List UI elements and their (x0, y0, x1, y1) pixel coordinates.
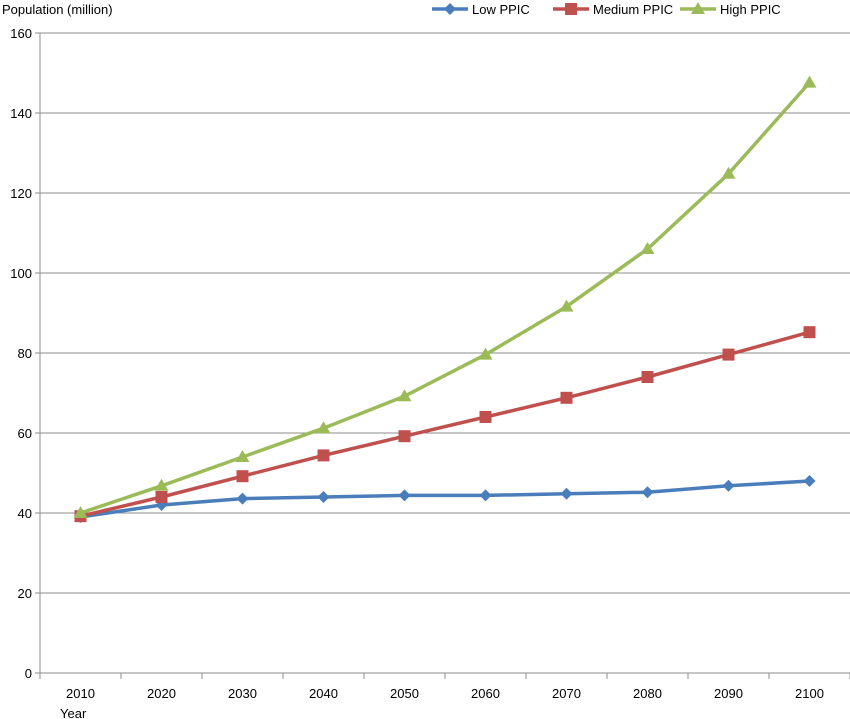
series-line-low-ppic (80, 479, 810, 519)
y-tick-label: 160 (10, 26, 32, 41)
y-tick-label: 100 (10, 266, 32, 281)
x-tick-label: 2100 (795, 686, 824, 701)
y-tick-label: 80 (18, 346, 32, 361)
data-point-medium-ppic (560, 391, 573, 404)
data-point-high-ppic (559, 299, 574, 312)
y-tick-label: 0 (25, 666, 32, 681)
data-point-high-ppic (397, 389, 412, 402)
legend-marker-low-ppic (444, 3, 456, 15)
legend-marker-high-ppic (691, 2, 705, 14)
legend-label: High PPIC (720, 2, 781, 17)
x-tick-label: 2060 (471, 686, 500, 701)
gridlines (40, 32, 850, 594)
series-lines (73, 75, 817, 523)
data-point-low-ppic (398, 489, 411, 502)
y-tick-label: 140 (10, 106, 32, 121)
x-tick-label: 2010 (66, 686, 95, 701)
legend-item-low-ppic: Low PPIC (432, 2, 530, 17)
data-point-low-ppic (479, 489, 492, 502)
data-point-low-ppic (641, 486, 654, 499)
y-tick-label: 60 (18, 426, 32, 441)
y-tick-label: 40 (18, 506, 32, 521)
data-point-high-ppic (640, 242, 655, 254)
x-tick-label: 2020 (147, 686, 176, 701)
data-point-low-ppic (236, 492, 249, 505)
series-line-medium-ppic (80, 330, 810, 518)
legend-item-high-ppic: High PPIC (680, 2, 781, 17)
x-tick-labels: 2010 2020 2030 2040 2050 2060 2070 2080 2090 2100 (66, 686, 824, 701)
data-point-medium-ppic (236, 470, 249, 483)
data-point-high-ppic (73, 506, 88, 518)
data-point-medium-ppic (722, 348, 735, 361)
data-point-low-ppic (803, 475, 816, 487)
x-axis-label: Year (60, 706, 87, 719)
data-point-medium-ppic (479, 411, 492, 423)
series-low-ppic (74, 475, 816, 523)
y-axis-label: Population (million) (2, 2, 113, 17)
x-tick-label: 2090 (714, 686, 743, 701)
data-point-high-ppic (802, 75, 817, 88)
data-point-medium-ppic (803, 326, 816, 339)
x-tick-label: 2050 (390, 686, 419, 701)
legend-label: Low PPIC (472, 2, 530, 17)
x-tick-label: 2070 (552, 686, 581, 701)
data-point-high-ppic (721, 166, 736, 179)
data-point-medium-ppic (641, 371, 654, 383)
data-point-low-ppic (560, 487, 573, 500)
series-medium-ppic (74, 326, 816, 523)
series-line-high-ppic (79, 81, 811, 515)
data-point-high-ppic (154, 478, 169, 491)
x-tick-label: 2040 (309, 686, 338, 701)
data-point-high-ppic (235, 450, 250, 462)
data-point-low-ppic (317, 491, 330, 503)
y-tick-label: 120 (10, 186, 32, 201)
y-tick-label: 20 (18, 586, 32, 601)
data-point-high-ppic (478, 347, 493, 360)
x-tick-label: 2080 (633, 686, 662, 701)
data-point-low-ppic (722, 479, 735, 492)
data-point-medium-ppic (317, 449, 330, 462)
legend-item-medium-ppic: Medium PPIC (553, 2, 673, 17)
data-point-high-ppic (316, 421, 331, 434)
axes (35, 32, 850, 679)
x-tick-label: 2030 (228, 686, 257, 701)
y-tick-labels: 0 20 40 60 80 100 120 140 160 (10, 26, 32, 681)
legend-label: Medium PPIC (593, 2, 673, 17)
legend: Low PPIC Medium PPIC High PPIC (432, 2, 781, 17)
legend-marker-medium-ppic (565, 3, 577, 15)
series-high-ppic (73, 75, 817, 518)
data-point-medium-ppic (155, 491, 168, 503)
data-point-medium-ppic (398, 430, 411, 443)
